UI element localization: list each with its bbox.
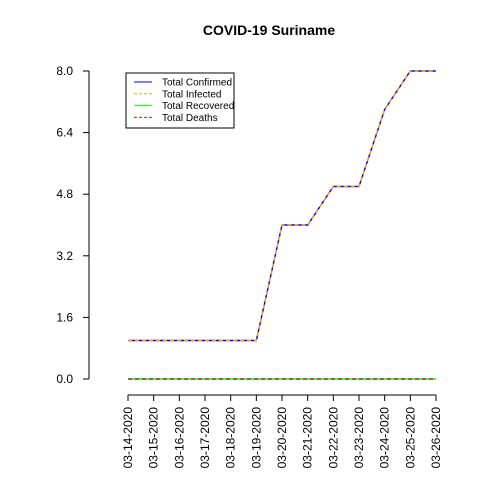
chart-title: COVID-19 Suriname (203, 22, 335, 38)
x-tick-label: 03-16-2020 (172, 407, 186, 469)
legend-label: Total Infected (162, 89, 221, 100)
x-tick-label: 03-20-2020 (275, 407, 289, 469)
series-lines (128, 70, 436, 380)
y-tick-label: 1.6 (56, 310, 73, 324)
legend-label: Total Confirmed (162, 78, 232, 89)
legend-label: Total Recovered (162, 101, 234, 112)
y-tick-label: 8.0 (56, 64, 73, 78)
y-tick-label: 4.8 (56, 187, 73, 201)
series-line-total-infected (128, 70, 436, 342)
x-tick-label: 03-26-2020 (429, 407, 443, 469)
y-tick-label: 6.4 (56, 126, 73, 140)
y-tick-label: 0.0 (56, 372, 73, 386)
x-tick-label: 03-22-2020 (326, 407, 340, 469)
x-tick-label: 03-18-2020 (224, 407, 238, 469)
x-tick-label: 03-15-2020 (147, 407, 161, 469)
x-tick-label: 03-19-2020 (249, 407, 263, 469)
x-tick-label: 03-25-2020 (403, 407, 417, 469)
x-tick-label: 03-24-2020 (378, 407, 392, 469)
y-axis: 0.0 1.6 3.2 4.8 6.4 8.0 (56, 64, 90, 386)
x-tick-label: 03-21-2020 (301, 407, 315, 469)
x-tick-label: 03-14-2020 (121, 407, 135, 469)
x-axis: 03-14-2020 03-15-2020 03-16-2020 03-17-2020… (121, 394, 443, 469)
x-tick-label: 03-17-2020 (198, 407, 212, 469)
y-tick-label: 3.2 (56, 249, 73, 263)
x-tick-label: 03-23-2020 (352, 407, 366, 469)
legend-label: Total Deaths (162, 113, 218, 124)
